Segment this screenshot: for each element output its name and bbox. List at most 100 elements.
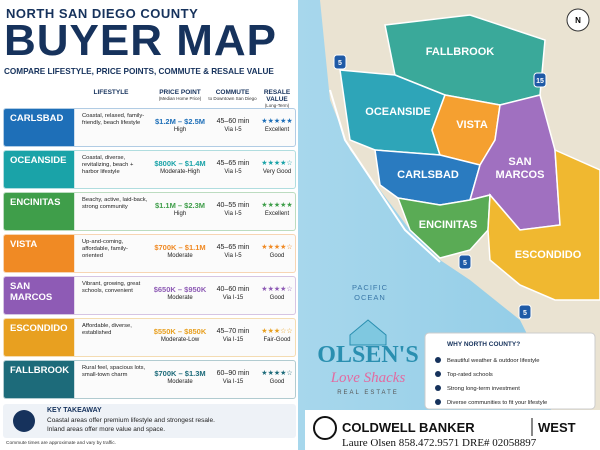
commute: 45–65 min — [216, 160, 250, 167]
highway-shield — [458, 254, 472, 270]
row-divider — [74, 151, 75, 188]
resale: Good — [269, 379, 285, 385]
column-header: RESALE VALUE (Long-Term) — [255, 89, 299, 108]
stars: ★★★★☆ — [261, 160, 293, 167]
logo-name: OLSEN'S — [317, 342, 418, 368]
table-row: SAN MARCOS Vibrant, growing, great school… — [3, 276, 296, 315]
highway-shield — [333, 54, 347, 70]
stars: ★★★☆☆ — [261, 328, 293, 335]
route: Via I-5 — [224, 253, 242, 259]
logo-sub: REAL ESTATE — [337, 390, 399, 396]
column-label: LIFESTYLE — [93, 89, 129, 96]
compass-label: N — [575, 16, 581, 25]
lifestyle: Beachy, active, laid-back, strong commun… — [82, 197, 148, 210]
table-row: ENCINITAS Beachy, active, laid-back, stro… — [3, 192, 296, 231]
resale-cell: ★★★★☆ Good — [256, 243, 298, 261]
highway-number: 15 — [536, 78, 544, 85]
highway-shield — [533, 72, 547, 88]
column-header: PRICE POINT (Median Home Price) — [150, 89, 210, 101]
commute-cell: 60–90 min Via I-15 — [207, 369, 259, 387]
price: $1.1M – $2.3M — [154, 201, 206, 210]
ocean-label: OCEAN — [354, 293, 386, 302]
price: $650K – $950K — [153, 285, 207, 294]
row-divider — [74, 277, 75, 314]
row-divider — [74, 109, 75, 146]
price-level: Moderate — [167, 379, 193, 385]
column-label: COMMUTE — [215, 89, 250, 96]
why-item: Beautiful weather & outdoor lifestyle — [447, 358, 539, 364]
price: $800K – $1.4M — [154, 159, 206, 168]
commute-cell: 45–65 min Via I-5 — [207, 243, 259, 261]
row-name: VISTA — [4, 235, 74, 272]
title-top: NORTH SAN DIEGO COUNTY — [6, 6, 199, 21]
legend-panel: NORTH SAN DIEGO COUNTY BUYER MAP COMPARE… — [0, 0, 298, 450]
commute: 40–60 min — [216, 286, 250, 293]
column-sublabel: (Long-Term) — [264, 103, 290, 108]
region-label: ESCONDIDO — [515, 249, 582, 261]
route: Via I-5 — [224, 211, 242, 217]
route: Via I-5 — [224, 127, 242, 133]
resale-cell: ★★★☆☆ Fair-Good — [256, 327, 298, 345]
region-label: FALLBROOK — [426, 46, 494, 58]
takeaway-icon — [13, 410, 35, 432]
brokerage-region: WEST — [538, 420, 576, 435]
route: Via I-5 — [224, 169, 242, 175]
why-icon — [435, 385, 441, 391]
stars: ★★★★★ — [261, 202, 293, 209]
column-header: LIFESTYLE — [80, 89, 142, 96]
commute-cell: 40–60 min Via I-15 — [207, 285, 259, 303]
column-label: RESALE VALUE — [263, 89, 291, 103]
route: Via I-15 — [222, 379, 244, 385]
price: $700K – $1.3M — [154, 369, 206, 378]
region-label: VISTA — [456, 119, 488, 131]
commute-cell: 40–55 min Via I-5 — [207, 201, 259, 219]
table-row: OCEANSIDE Coastal, diverse, revitalizing,… — [3, 150, 296, 189]
column-header: COMMUTE to Downtown San Diego — [205, 89, 260, 101]
price: $550K – $850K — [153, 327, 207, 336]
price-level: High — [173, 211, 187, 217]
region-label: ENCINITAS — [419, 219, 477, 231]
compass — [566, 8, 590, 32]
resale: Excellent — [264, 127, 290, 133]
takeaway-line: Coastal areas offer premium lifestyle an… — [47, 417, 215, 424]
price-cell: $800K – $1.4M Moderate-High — [150, 159, 210, 177]
why-icon — [435, 399, 441, 405]
row-name: FALLBROOK — [4, 361, 74, 398]
takeaway-title: KEY TAKEAWAY — [47, 407, 102, 414]
why-icon — [435, 371, 441, 377]
region-label: SAN MARCOS — [496, 156, 545, 181]
price-level: Moderate — [167, 295, 193, 301]
brand-bar — [305, 410, 600, 450]
lifestyle: Affordable, diverse, established — [82, 323, 132, 336]
takeaway-box: KEY TAKEAWAY Coastal areas offer premium … — [3, 404, 296, 438]
resale: Good — [269, 295, 285, 301]
row-divider — [74, 235, 75, 272]
title: BUYER MAP — [4, 16, 278, 65]
commute: 45–70 min — [216, 328, 250, 335]
stars: ★★★★★ — [261, 118, 293, 125]
price-cell: $1.1M – $2.3M High — [150, 201, 210, 219]
row-name: ESCONDIDO — [4, 319, 74, 356]
table-row: CARLSBAD Coastal, relaxed, family-friendl… — [3, 108, 296, 147]
commute: 45–65 min — [216, 244, 250, 251]
lifestyle: Rural feel, spacious lots, small-town ch… — [82, 365, 146, 378]
resale-cell: ★★★★☆ Good — [256, 285, 298, 303]
commute-cell: 45–65 min Via I-5 — [207, 159, 259, 177]
row-divider — [74, 193, 75, 230]
route: Via I-15 — [222, 295, 244, 301]
region-label-line: SAN — [508, 156, 531, 168]
price-cell: $650K – $950K Moderate — [150, 285, 210, 303]
row-name: CARLSBAD — [4, 109, 74, 146]
coastline — [329, 89, 441, 263]
resale-cell: ★★★★★ Excellent — [256, 201, 298, 219]
resale: Excellent — [264, 211, 290, 217]
resale-cell: ★★★★☆ Very Good — [256, 159, 298, 177]
price-level: Moderate — [167, 253, 193, 259]
stars: ★★★★☆ — [261, 286, 293, 293]
commute-cell: 45–70 min Via I-15 — [207, 327, 259, 345]
highway-number: 5 — [523, 310, 527, 317]
row-name: OCEANSIDE — [4, 151, 74, 188]
resale-cell: ★★★★☆ Good — [256, 369, 298, 387]
table-row: ESCONDIDO Affordable, diverse, establishe… — [3, 318, 296, 357]
